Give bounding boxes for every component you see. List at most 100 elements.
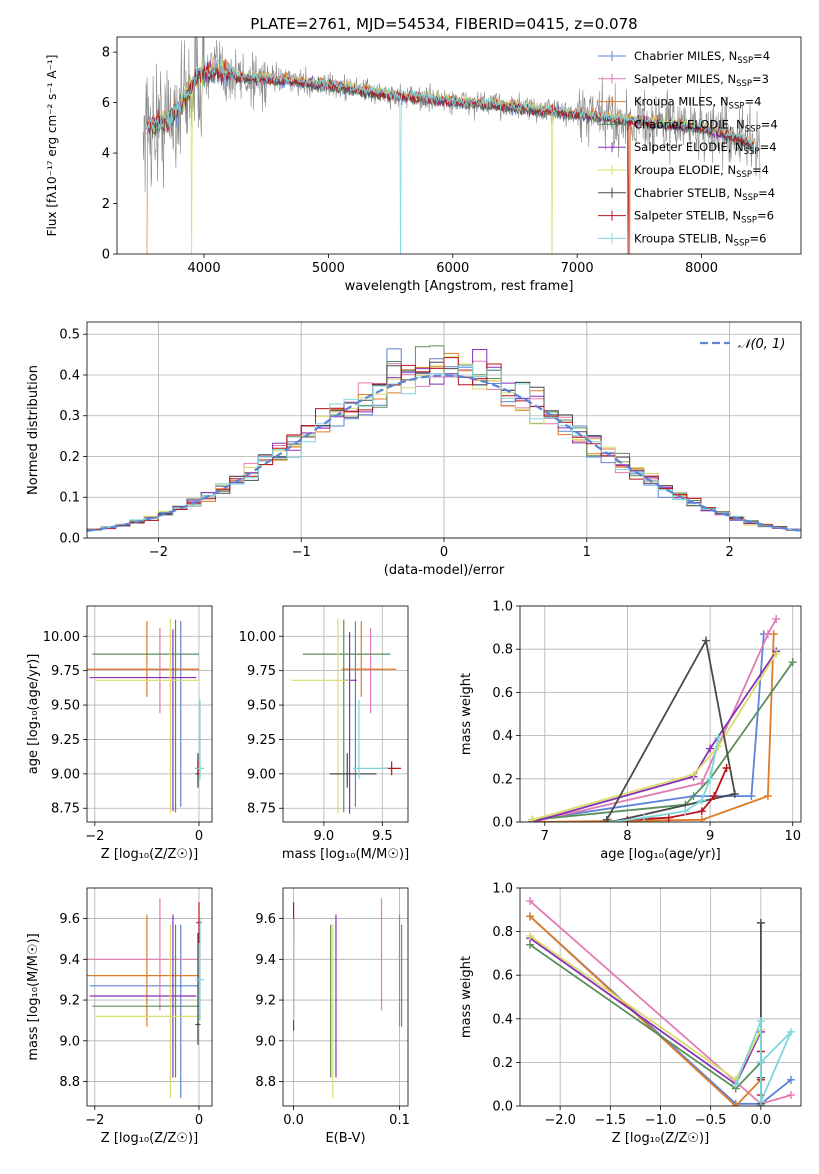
errorbar-point: [89, 629, 197, 811]
x-tick-label: −1.5: [595, 1113, 627, 1128]
y-tick-label: 9.25: [247, 733, 276, 748]
y-axis-label: mass [log₁₀(M/M☉)]: [26, 933, 41, 1060]
y-tick-label: 8.75: [51, 802, 80, 817]
y-tick-label: 8.8: [255, 1075, 276, 1090]
weight-line: [529, 915, 762, 1106]
y-tick-label: 0.2: [492, 772, 513, 787]
axes-mass_vs_Z: −2 0 8.8 9.0 9.2 9.4 9.6 Z [log₁₀(Z/Z☉)] mass [l…: [26, 887, 213, 1146]
plus-marker: [772, 649, 781, 658]
y-tick-label: 0.0: [492, 1100, 513, 1115]
y-axis-label: mass weight: [459, 956, 474, 1038]
x-tick-label: 7: [541, 829, 549, 844]
y-tick-label: 9.50: [51, 699, 80, 714]
y-tick-label: 0.6: [492, 686, 513, 701]
y-tick-label: 0.8: [492, 643, 513, 658]
plus-marker: [526, 931, 535, 940]
y-tick-label: 9.00: [51, 767, 80, 782]
plus-marker: [681, 807, 690, 816]
plot-area-weight_vs_Z: [526, 897, 795, 1106]
x-axis-label: wavelength [Angstrom, rest frame]: [345, 279, 574, 294]
errorbar-point: [87, 898, 199, 1011]
errorbar-point: [291, 618, 350, 814]
plus-marker: [697, 796, 706, 805]
x-tick-label: −1: [292, 545, 311, 560]
x-tick-label: 0.0: [283, 1113, 304, 1128]
plot-area-weight_vs_age: [528, 614, 797, 822]
y-tick-label: 0.2: [59, 450, 80, 465]
errorbar-point: [342, 632, 357, 814]
x-axis-label: Z [log₁₀(Z/Z☉)]: [101, 847, 198, 862]
x-tick-label: 2: [725, 545, 733, 560]
errorbar-point: [195, 699, 205, 780]
errorbar-point: [353, 621, 358, 807]
x-tick-label: 0: [195, 829, 203, 844]
y-tick-label: 0.4: [492, 729, 513, 744]
legend-label: Salpeter STELIB, NSSP=6: [634, 209, 774, 226]
y-tick-label: 9.4: [59, 953, 80, 968]
y-tick-label: 0.6: [492, 969, 513, 984]
x-tick-label: 0.0: [751, 1113, 772, 1128]
y-tick-label: 0.1: [59, 491, 80, 506]
plus-marker: [731, 1102, 740, 1106]
plus-marker: [763, 792, 772, 801]
x-axis-label: Z [log₁₀(Z/Z☉)]: [612, 1131, 709, 1146]
y-tick-label: 9.0: [59, 1034, 80, 1049]
errorbar-point: [353, 699, 389, 780]
errorbar-point: [341, 621, 397, 697]
errorbar-point: [89, 924, 199, 1098]
y-tick-label: 9.0: [255, 1034, 276, 1049]
y-tick-label: 9.6: [255, 912, 276, 927]
legend-label: Salpeter MILES, NSSP=3: [634, 72, 769, 89]
y-tick-label: 9.50: [247, 699, 276, 714]
y-tick-label: 9.6: [59, 912, 80, 927]
axes-mass_vs_ebv: 0.0 0.1 8.8 9.0 9.2 9.4 9.6 E(B-V): [255, 887, 410, 1146]
y-tick-label: 9.75: [51, 664, 80, 679]
y-tick-label: 8.75: [247, 802, 276, 817]
x-tick-label: 7000: [561, 261, 594, 276]
y-tick-label: 10.00: [43, 630, 80, 645]
grid-weight_vs_age: [520, 605, 801, 823]
y-tick-label: 0.8: [492, 925, 513, 940]
plus-marker: [697, 779, 706, 788]
errorbar-point: [94, 618, 199, 814]
axes-frame: [519, 887, 802, 1107]
axes-frame: [282, 887, 409, 1107]
weight-line: [610, 737, 720, 822]
plus-marker: [706, 744, 715, 753]
legend-label: Kroupa MILES, NSSP=4: [634, 95, 761, 112]
spectrum-legend: Chabrier MILES, NSSP=4 Salpeter MILES, NS…: [598, 49, 778, 248]
x-tick-label: −1.0: [645, 1113, 677, 1128]
errorbar-point: [89, 621, 199, 807]
axes-frame: [282, 605, 409, 823]
plus-marker: [697, 815, 706, 822]
x-tick-label: 0: [440, 545, 448, 560]
errorbar-point: [89, 914, 197, 1078]
plus-marker: [786, 1091, 795, 1100]
panel-residuals: −2 −1 0 1 2 0.0 0.1 0.2 0.3 0.4 0.5 (data-model)/er…: [26, 321, 802, 578]
x-tick-label: 4000: [188, 261, 221, 276]
x-tick-label: 5000: [312, 261, 345, 276]
plus-marker: [747, 792, 756, 801]
y-tick-label: 9.2: [255, 994, 276, 1009]
x-tick-label: −2.0: [544, 1113, 576, 1128]
axes-frame: [86, 887, 213, 1107]
errorbar-point: [87, 621, 199, 697]
plot-area-mass_vs_Z: [87, 898, 205, 1098]
y-tick-label: 9.2: [59, 994, 80, 1009]
errorbar-point: [87, 914, 199, 1027]
axes-frame: [86, 321, 802, 539]
plus-marker: [714, 742, 723, 751]
panel-spectrum: 4000 5000 6000 7000 8000 0 2 4 6 8 wavelength [Ang…: [45, 36, 802, 294]
plus-marker: [786, 1027, 795, 1036]
y-tick-label: 0.0: [492, 816, 513, 831]
weight-line: [532, 634, 765, 821]
errorbar-point: [92, 619, 199, 813]
legend-label: Kroupa STELIB, NSSP=6: [634, 231, 766, 248]
y-tick-label: 1.0: [492, 600, 513, 615]
axes-frame: [519, 605, 802, 823]
axes-frame: [86, 605, 213, 823]
y-tick-label: 0.3: [59, 409, 80, 424]
plus-marker: [714, 733, 723, 742]
errorbar-point: [195, 918, 205, 1021]
legend-label: Kroupa ELODIE, NSSP=4: [634, 163, 769, 180]
